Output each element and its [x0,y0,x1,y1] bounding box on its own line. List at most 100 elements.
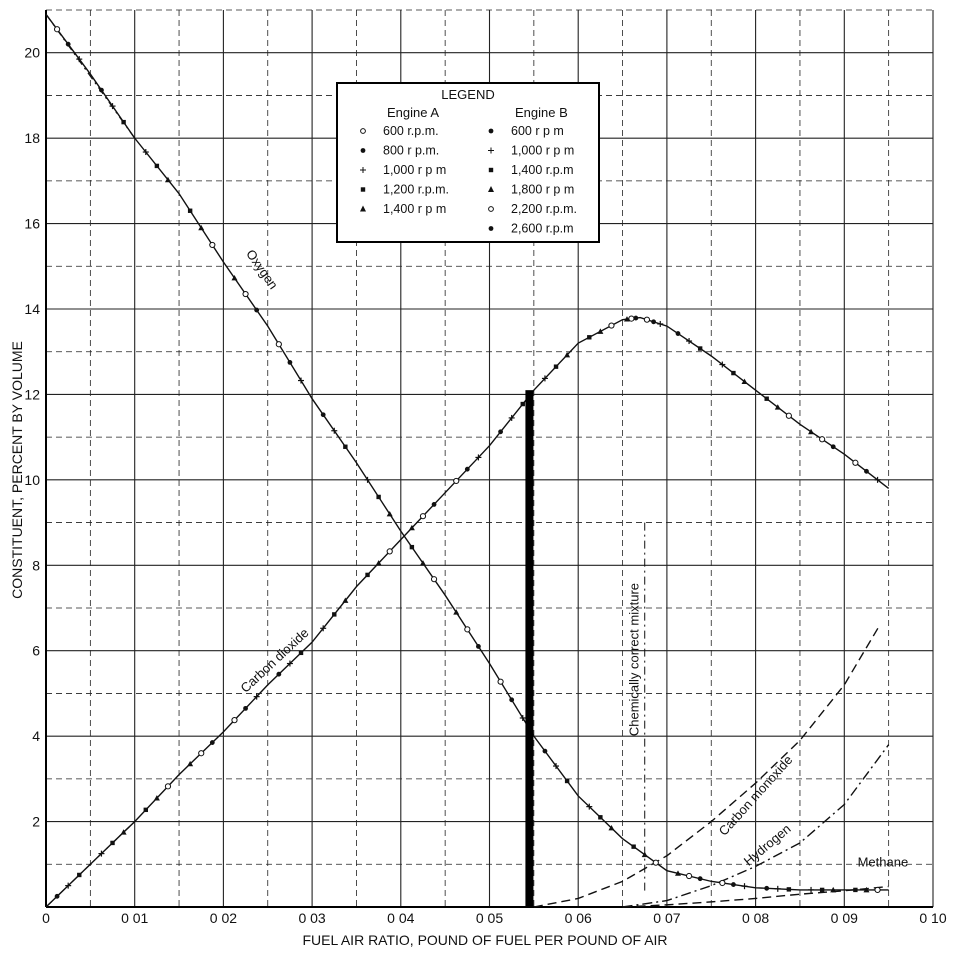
label-methane: Methane [858,854,909,869]
data-point [99,87,104,93]
x-tick-label: 0 05 [476,910,503,926]
x-tick-label: 0 01 [121,910,148,926]
y-tick-label: 16 [24,216,40,232]
data-point [430,576,438,583]
data-point [697,876,703,882]
data-point [741,378,748,385]
data-point [198,224,205,231]
data-point [731,370,736,376]
data-point [121,119,126,125]
data-point [110,840,115,846]
x-tick-label: 0 10 [919,910,946,926]
data-point [376,494,381,500]
data-point [675,331,681,336]
x-tick-label: 0 08 [742,910,769,926]
y-tick-label: 18 [24,130,40,146]
series-line-carbon-dioxide [45,316,890,908]
x-axis-label: FUEL AIR RATIO, POUND OF FUEL PER POUND … [302,932,667,948]
legend-marker [488,206,494,212]
data-point [187,208,193,213]
data-point [164,176,171,183]
x-tick-label: 0 07 [653,910,680,926]
data-point [187,760,194,767]
chemically-correct-bar [525,390,534,908]
data-point [643,316,651,323]
data-point [120,829,127,835]
data-point [386,548,393,555]
data-point [697,346,703,351]
data-point [497,678,504,685]
data-point [231,275,238,281]
data-point [564,778,570,784]
data-point [731,882,736,887]
y-tick-label: 20 [24,45,40,61]
x-tick-label: 0 04 [387,910,414,926]
data-point [453,477,460,485]
annotations: Chemically correct mixture [525,390,646,908]
legend-marker [360,128,366,134]
legend-entry: 600 r p m [511,124,564,138]
legend-marker [488,186,494,192]
y-tick-label: 2 [32,814,40,830]
data-point [830,444,836,450]
legend-marker [488,226,494,231]
annotation-chemically-correct: Chemically correct mixture [627,583,642,736]
oxygen-extrapolation [45,13,136,139]
data-point [685,872,693,880]
data-point [464,626,471,633]
data-point [342,597,349,603]
data-point [209,740,215,745]
data-point [774,404,781,410]
legend-entry: 800 r p.m. [383,144,439,158]
legend-entry: 1,000 r p m [511,144,574,158]
x-tick-label: 0 03 [298,910,325,926]
data-point [54,893,60,899]
data-point [498,429,503,435]
data-point [633,315,639,321]
data-point [242,290,249,298]
data-point [343,444,348,449]
legend-group-title: Engine A [387,105,439,120]
data-point [386,511,393,517]
data-point [332,612,337,617]
data-point [375,560,382,566]
data-point [65,41,71,47]
data-point [628,315,635,322]
data-point [408,524,415,531]
legend-marker [360,187,366,192]
legend-entry: 1,800 r p m [511,183,574,197]
data-point [276,671,282,677]
data-point [564,351,571,358]
x-tick-label: 0 02 [210,910,237,926]
data-point [520,401,525,407]
legend-group-title: Engine B [515,105,568,120]
series-line-hydrogen [622,744,890,908]
legend-entry: 1,200 r.p.m. [383,183,449,197]
data-point [143,807,148,813]
data-point [652,859,659,866]
data-point [365,572,370,578]
data-point [509,697,515,703]
data-point [243,705,248,711]
data-point [785,412,792,419]
data-point [674,870,681,876]
data-point [587,335,592,340]
legend-marker [360,148,366,153]
data-point [464,466,470,472]
y-tick-label: 14 [24,301,40,317]
legend-entry: 1,000 r p m [383,163,446,177]
data-point [77,872,82,878]
legend-marker [488,128,494,134]
series-line-methane [622,885,889,908]
data-point [164,783,172,790]
data-point [819,436,826,443]
data-point [864,468,869,474]
y-tick-label: 6 [32,643,40,659]
data-point [320,412,326,418]
data-point [231,717,238,724]
data-point [453,609,460,615]
y-tick-label: 10 [24,472,40,488]
data-point [53,26,61,33]
data-point [853,887,858,893]
